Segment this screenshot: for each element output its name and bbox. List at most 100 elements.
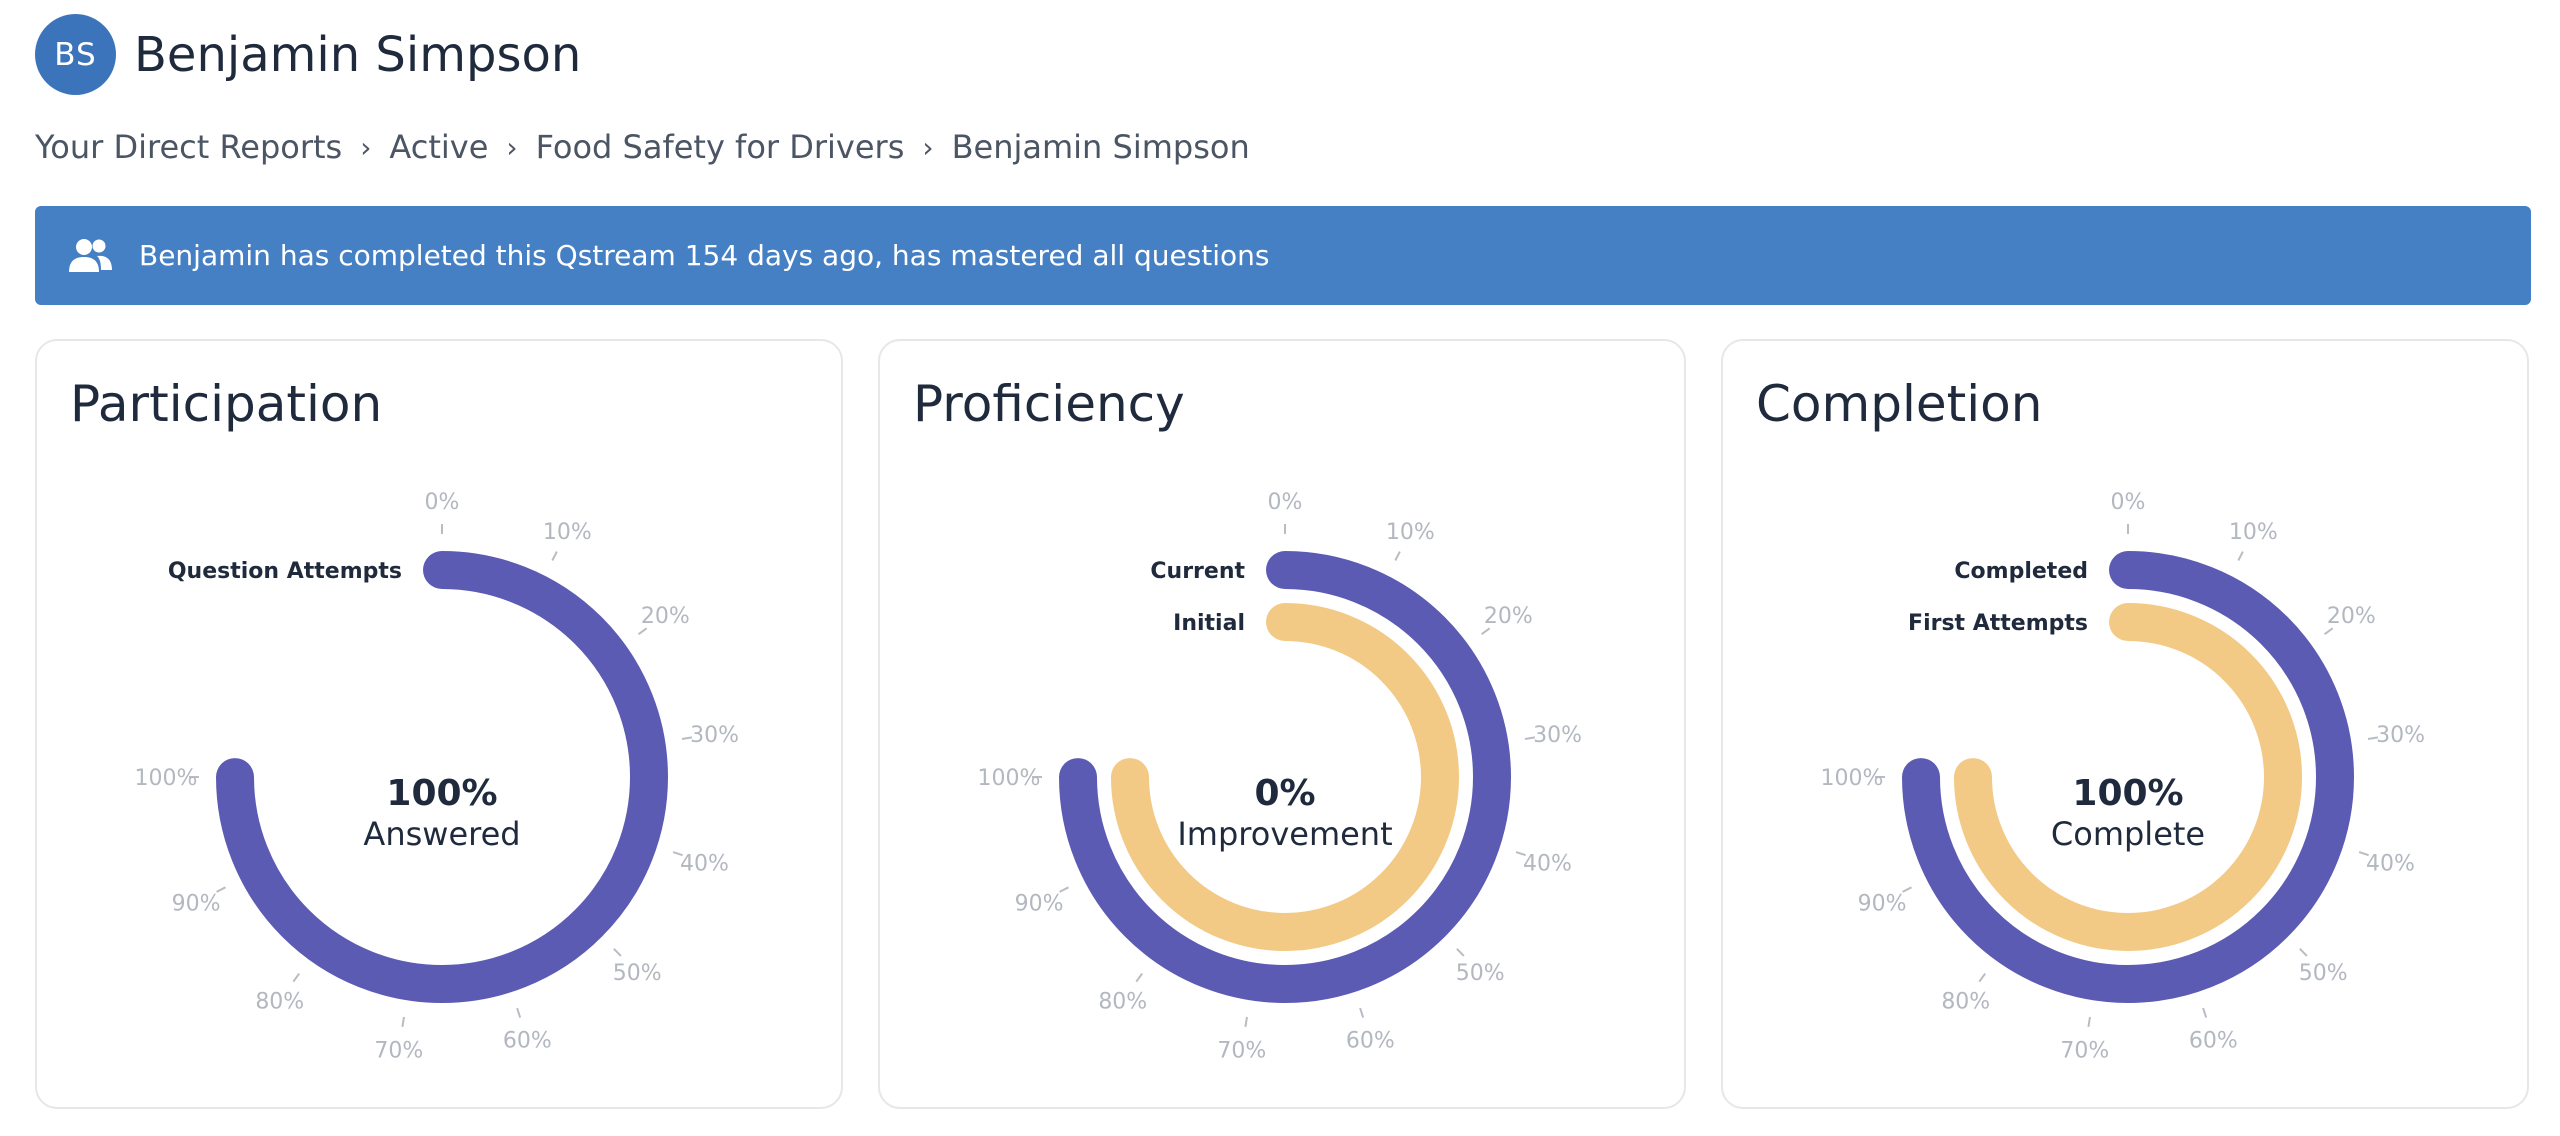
tick-mark	[1456, 948, 1465, 957]
tick-label: 50%	[2299, 961, 2348, 986]
card-title: Participation	[70, 375, 383, 433]
tick-mark	[1244, 1016, 1248, 1028]
gauge-ticks	[189, 524, 693, 1028]
ring-label-first-attempts: First Attempts	[1908, 611, 2088, 636]
tick-label: 10%	[2229, 520, 2278, 545]
proficiency-gauge: 0% 10% 20% 30% 40% 50% 60% 70% 80% 90% 1…	[978, 490, 1583, 1064]
tick-label: 20%	[641, 604, 690, 629]
tick-mark	[1524, 736, 1536, 740]
tick-label: 90%	[1858, 891, 1907, 916]
tick-label: 70%	[1217, 1039, 1266, 1064]
gauge-ticks	[1032, 524, 1536, 1028]
center-label: Improvement	[1177, 815, 1392, 853]
tick-label: 20%	[1484, 604, 1533, 629]
gauge-tick-labels: 0% 10% 20% 30% 40% 50% 60% 70% 80% 90% 1…	[1821, 490, 2426, 1064]
center-value: 0%	[1254, 773, 1315, 814]
avatar: BS	[35, 14, 116, 95]
tick-mark	[2087, 1016, 2091, 1028]
tick-label: 80%	[255, 989, 304, 1014]
center-label: Answered	[363, 815, 520, 853]
tick-label: 20%	[2327, 604, 2376, 629]
participation-gauge: 0% 10% 20% 30% 40% 50% 60% 70% 80% 90% 1…	[135, 490, 740, 1064]
tick-label: 100%	[135, 766, 198, 791]
user-header: BS Benjamin Simpson	[35, 14, 581, 95]
center-value: 100%	[2072, 773, 2183, 814]
breadcrumb-separator-icon: ›	[922, 130, 934, 164]
tick-label: 70%	[2060, 1039, 2109, 1064]
tick-mark	[1481, 627, 1491, 635]
card-title: Proficiency	[913, 375, 1185, 433]
ring-arc-completed	[1902, 551, 2354, 1003]
tick-mark	[1059, 886, 1069, 893]
tick-label: 40%	[2366, 851, 2415, 876]
tick-label: 50%	[613, 961, 662, 986]
tick-mark	[2324, 627, 2334, 635]
tick-mark	[1394, 551, 1401, 561]
users-icon	[67, 238, 113, 274]
proficiency-card: Proficiency 0% 10% 20% 30% 40% 50% 60% 7…	[878, 339, 1686, 1109]
tick-mark	[401, 1016, 405, 1028]
tick-label: 60%	[2189, 1028, 2238, 1053]
breadcrumb-course[interactable]: Food Safety for Drivers	[535, 128, 905, 166]
breadcrumb-current: Benjamin Simpson	[951, 128, 1250, 166]
tick-mark	[2237, 551, 2244, 561]
tick-mark	[672, 851, 683, 857]
breadcrumb-direct-reports[interactable]: Your Direct Reports	[35, 128, 343, 166]
tick-label: 70%	[374, 1039, 423, 1064]
tick-label: 30%	[1533, 723, 1582, 748]
tick-label: 50%	[1456, 961, 1505, 986]
center-value: 100%	[386, 773, 497, 814]
tick-mark	[1515, 851, 1526, 857]
ring-arc-question-attempts	[216, 551, 668, 1003]
status-banner: Benjamin has completed this Qstream 154 …	[35, 206, 2531, 305]
ring-label-initial: Initial	[1173, 611, 1245, 636]
tick-label: 100%	[1821, 766, 1884, 791]
ring-arc-first-attempts	[1954, 603, 2302, 951]
tick-label: 90%	[172, 891, 221, 916]
tick-mark	[2299, 948, 2308, 957]
participation-card: Participation 0% 10% 20% 30% 40% 50% 60%…	[35, 339, 843, 1109]
tick-label: 30%	[2376, 723, 2425, 748]
banner-text: Benjamin has completed this Qstream 154 …	[139, 239, 1270, 272]
tick-label: 60%	[1346, 1028, 1395, 1053]
gauge-tick-labels: 0% 10% 20% 30% 40% 50% 60% 70% 80% 90% 1…	[978, 490, 1583, 1064]
tick-label: 0%	[1268, 490, 1303, 515]
gauge-tick-labels: 0% 10% 20% 30% 40% 50% 60% 70% 80% 90% 1…	[135, 490, 740, 1064]
completion-card: Completion 0% 10% 20% 30% 40% 50% 60% 70…	[1721, 339, 2529, 1109]
breadcrumb-separator-icon: ›	[360, 130, 372, 164]
center-label: Complete	[2051, 815, 2205, 853]
tick-mark	[1902, 886, 1912, 893]
breadcrumb-active[interactable]: Active	[389, 128, 489, 166]
tick-label: 30%	[690, 723, 739, 748]
tick-label: 40%	[1523, 851, 1572, 876]
ring-arc-initial	[1111, 603, 1459, 951]
tick-label: 40%	[680, 851, 729, 876]
tick-mark	[551, 551, 558, 561]
tick-label: 100%	[978, 766, 1041, 791]
tick-label: 10%	[1386, 520, 1435, 545]
ring-label-current: Current	[1150, 559, 1245, 584]
tick-mark	[2202, 1007, 2208, 1018]
card-title: Completion	[1756, 375, 2043, 433]
tick-mark	[1359, 1007, 1365, 1018]
tick-label: 60%	[503, 1028, 552, 1053]
ring-label-question-attempts: Question Attempts	[168, 559, 402, 584]
tick-mark	[681, 736, 693, 740]
tick-mark	[216, 886, 226, 893]
tick-label: 90%	[1015, 891, 1064, 916]
gauge-ticks	[1875, 524, 2379, 1028]
tick-label: 80%	[1941, 989, 1990, 1014]
ring-label-completed: Completed	[1954, 559, 2088, 584]
tick-mark	[516, 1007, 522, 1018]
tick-label: 80%	[1098, 989, 1147, 1014]
tick-label: 0%	[2111, 490, 2146, 515]
tick-mark	[2358, 851, 2369, 857]
completion-gauge: 0% 10% 20% 30% 40% 50% 60% 70% 80% 90% 1…	[1821, 490, 2426, 1064]
tick-mark	[613, 948, 622, 957]
ring-arc-current	[1059, 551, 1511, 1003]
tick-label: 10%	[543, 520, 592, 545]
tick-label: 0%	[425, 490, 460, 515]
tick-mark	[638, 627, 648, 635]
tick-mark	[292, 973, 300, 983]
breadcrumb: Your Direct Reports › Active › Food Safe…	[35, 128, 1250, 166]
